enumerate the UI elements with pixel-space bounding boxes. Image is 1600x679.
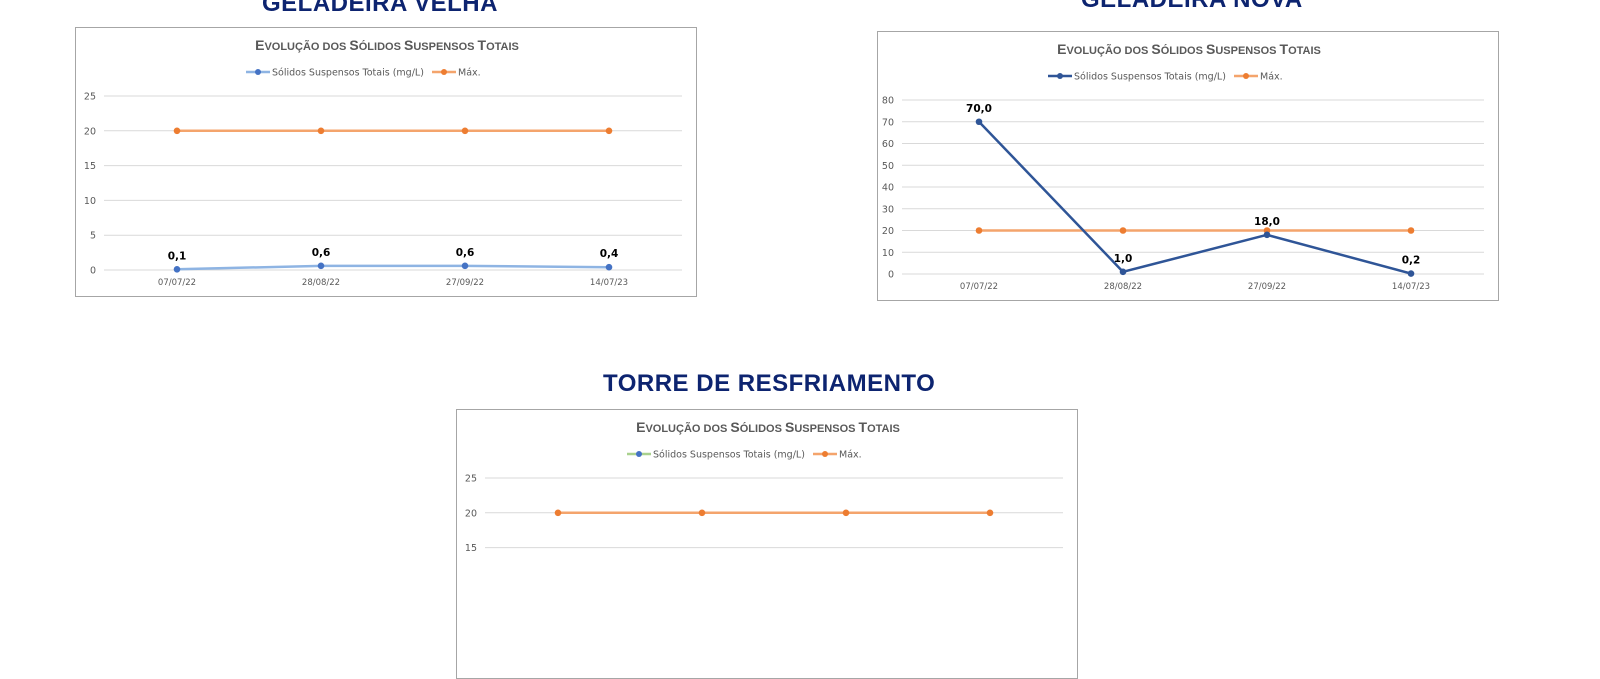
x-tick-label: 28/08/22	[302, 278, 340, 288]
y-tick-label: 5	[90, 231, 96, 242]
y-tick-label: 20	[465, 508, 477, 519]
data-label: 0,6	[312, 247, 331, 259]
chart-title: EVOLUÇÃO DOS SÓLIDOS SUSPENSOS TOTAIS	[255, 37, 519, 53]
y-tick-label: 50	[882, 161, 894, 172]
legend-marker	[1057, 73, 1063, 79]
section-title-geladeira-velha: GELADEIRA VELHA	[262, 0, 498, 17]
y-tick-label: 30	[882, 204, 894, 215]
data-label: 0,2	[1402, 255, 1421, 267]
section-title-torre-de-resfriamento: TORRE DE RESFRIAMENTO	[603, 370, 936, 397]
y-tick-label: 10	[882, 248, 894, 259]
legend-marker	[636, 451, 642, 457]
y-tick-label: 80	[882, 96, 894, 107]
data-point	[554, 509, 562, 517]
y-tick-label: 25	[465, 474, 477, 485]
data-point	[1119, 268, 1127, 276]
data-point	[173, 127, 181, 135]
chart-geladeira-nova: EVOLUÇÃO DOS SÓLIDOS SUSPENSOS TOTAIS Sól…	[877, 31, 1499, 301]
data-point	[173, 266, 181, 273]
y-tick-label: 60	[882, 139, 894, 150]
data-label: 0,6	[456, 247, 475, 259]
data-point	[461, 262, 469, 270]
x-tick-label: 27/09/22	[1248, 282, 1286, 292]
data-label: 0,4	[600, 248, 619, 260]
series-line	[176, 264, 610, 271]
series-line	[978, 120, 1412, 275]
legend-label: Máx.	[1260, 72, 1283, 83]
x-tick-label: 14/07/23	[590, 278, 628, 288]
x-tick-label: 14/07/23	[1392, 282, 1430, 292]
x-tick-label: 28/08/22	[1104, 282, 1142, 292]
y-tick-label: 15	[84, 161, 96, 172]
data-point	[1263, 231, 1271, 239]
legend-label: Máx.	[839, 450, 862, 461]
chart-svg: EVOLUÇÃO DOS SÓLIDOS SUSPENSOS TOTAIS Sól…	[465, 419, 1063, 554]
chart-svg: EVOLUÇÃO DOS SÓLIDOS SUSPENSOS TOTAIS Sól…	[84, 37, 682, 288]
y-tick-label: 20	[882, 226, 894, 237]
legend-marker	[822, 451, 828, 457]
y-tick-label: 70	[882, 117, 894, 128]
data-point	[986, 509, 994, 517]
legend-label: Máx.	[458, 68, 481, 79]
legend-marker	[1243, 73, 1249, 79]
chart-torre-de-resfriamento: EVOLUÇÃO DOS SÓLIDOS SUSPENSOS TOTAIS Sól…	[456, 409, 1078, 679]
y-tick-label: 15	[465, 543, 477, 554]
y-tick-label: 0	[888, 270, 894, 281]
section-title-geladeira-nova: GELADEIRA NOVA	[1081, 0, 1303, 14]
x-tick-label: 07/07/22	[158, 278, 196, 288]
legend-label: Sólidos Suspensos Totais (mg/L)	[1074, 72, 1226, 83]
data-point	[698, 509, 706, 517]
x-tick-label: 07/07/22	[960, 282, 998, 292]
y-tick-label: 25	[84, 92, 96, 103]
data-point	[1407, 270, 1415, 277]
legend-marker	[441, 69, 447, 75]
data-point	[975, 118, 983, 126]
y-tick-label: 20	[84, 126, 96, 137]
data-label: 1,0	[1114, 253, 1133, 265]
data-point	[317, 127, 325, 135]
y-tick-label: 40	[882, 183, 894, 194]
y-tick-label: 0	[90, 266, 96, 277]
chart-title: EVOLUÇÃO DOS SÓLIDOS SUSPENSOS TOTAIS	[636, 419, 900, 435]
data-point	[842, 509, 850, 517]
data-point	[461, 127, 469, 135]
chart-svg: EVOLUÇÃO DOS SÓLIDOS SUSPENSOS TOTAIS Sól…	[882, 41, 1484, 292]
legend-label: Sólidos Suspensos Totais (mg/L)	[272, 68, 424, 79]
data-label: 18,0	[1254, 216, 1280, 228]
legend-marker	[255, 69, 261, 75]
x-tick-label: 27/09/22	[446, 278, 484, 288]
data-point	[1119, 227, 1127, 234]
data-label: 0,1	[168, 250, 187, 262]
data-point	[975, 227, 983, 234]
legend-label: Sólidos Suspensos Totais (mg/L)	[653, 450, 805, 461]
data-label: 70,0	[966, 103, 992, 115]
data-point	[317, 262, 325, 270]
data-point	[1407, 227, 1415, 234]
y-tick-label: 10	[84, 196, 96, 207]
data-point	[605, 263, 613, 271]
chart-geladeira-velha: EVOLUÇÃO DOS SÓLIDOS SUSPENSOS TOTAIS Sól…	[75, 27, 697, 297]
chart-title: EVOLUÇÃO DOS SÓLIDOS SUSPENSOS TOTAIS	[1057, 41, 1321, 57]
data-point	[605, 127, 613, 135]
